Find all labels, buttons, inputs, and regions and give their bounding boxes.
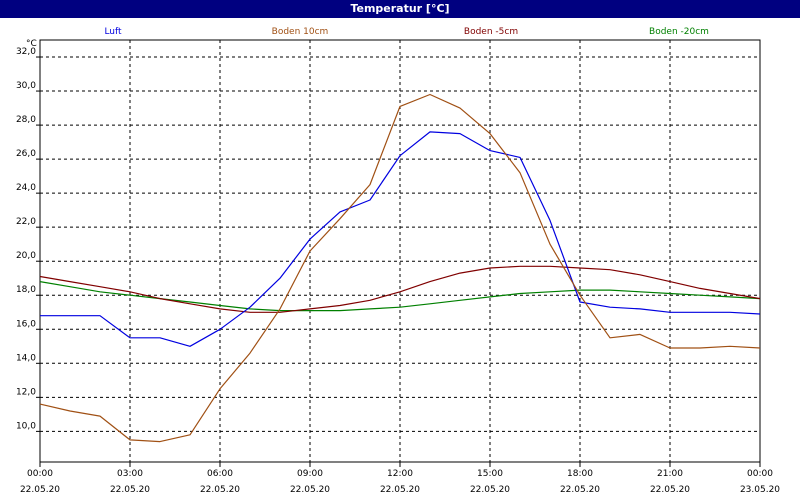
series-line — [39, 265, 761, 313]
y-tick-label: 10,0 — [16, 421, 36, 431]
x-tick-time: 00:00 — [747, 469, 773, 479]
legend-item: Luft — [104, 27, 122, 37]
y-tick-label: 12,0 — [16, 387, 36, 397]
legend-item: Boden -5cm — [464, 27, 518, 37]
x-tick-date: 23.05.20 — [740, 485, 780, 495]
x-tick-time: 18:00 — [567, 469, 593, 479]
y-tick-label: 14,0 — [16, 353, 36, 363]
x-tick-date: 22.05.20 — [200, 485, 240, 495]
y-axis-label: °C — [26, 39, 37, 49]
x-tick-time: 03:00 — [117, 469, 143, 479]
y-tick-label: 16,0 — [16, 319, 36, 329]
y-tick-label: 20,0 — [16, 251, 36, 261]
x-tick-time: 09:00 — [297, 469, 323, 479]
series-line — [40, 131, 761, 347]
x-tick-date: 22.05.20 — [470, 485, 510, 495]
x-tick-date: 22.05.20 — [650, 485, 690, 495]
y-tick-label: 24,0 — [16, 183, 36, 193]
x-tick-time: 12:00 — [387, 469, 413, 479]
series-line — [39, 93, 761, 443]
y-tick-label: 28,0 — [16, 115, 36, 125]
window-title: Temperatur [°C] — [0, 0, 800, 18]
legend-item: Boden -20cm — [649, 27, 709, 37]
y-tick-label: 30,0 — [16, 81, 36, 91]
x-tick-date: 22.05.20 — [290, 485, 330, 495]
x-tick-date: 22.05.20 — [380, 485, 420, 495]
y-tick-label: 32,0 — [16, 47, 36, 57]
x-tick-date: 22.05.20 — [20, 485, 60, 495]
x-tick-time: 06:00 — [207, 469, 233, 479]
x-tick-date: 22.05.20 — [110, 485, 150, 495]
y-tick-label: 22,0 — [16, 217, 36, 227]
x-tick-time: 15:00 — [477, 469, 503, 479]
legend-item: Boden 10cm — [272, 27, 329, 37]
y-tick-label: 26,0 — [16, 149, 36, 159]
x-tick-date: 22.05.20 — [560, 485, 600, 495]
x-tick-time: 21:00 — [657, 469, 683, 479]
x-tick-time: 00:00 — [27, 469, 53, 479]
y-tick-label: 18,0 — [16, 285, 36, 295]
